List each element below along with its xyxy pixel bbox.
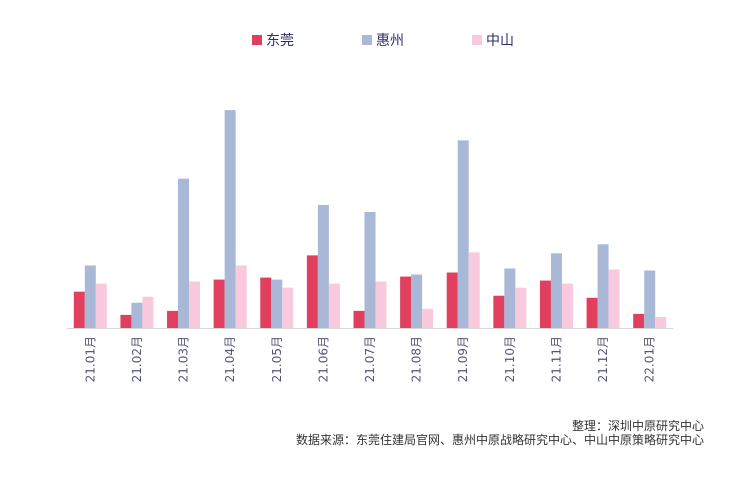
source-text: 数据来源：东莞住建局官网、惠州中原战略研究中心、中山中原策略研究中心 <box>296 432 704 447</box>
bar-series1-1 <box>73 291 85 328</box>
bar-series1-3 <box>167 310 179 328</box>
bar-series3-11 <box>561 283 573 328</box>
legend-swatch-3 <box>472 35 482 45</box>
bar-series3-2 <box>142 296 154 328</box>
bar-series3-5 <box>282 287 294 328</box>
bar-series1-6 <box>306 255 318 328</box>
bar-series3-7 <box>375 281 387 328</box>
bar-series2-5 <box>271 279 283 328</box>
x-tick-label-7: 21.07月 <box>363 336 377 382</box>
x-tick-label-13: 22.01月 <box>643 336 657 382</box>
credit-text: 整理：深圳中原研究中心 <box>572 418 704 433</box>
x-tick-label-9: 21.09月 <box>456 336 470 382</box>
x-tick-label-5: 21.05月 <box>270 336 284 382</box>
bar-series3-12 <box>608 269 620 328</box>
x-tick-labels: 21.01月 21.02月 21.03月 21.04月 21.05月 21.06月 21.0… <box>83 336 656 382</box>
bar-series1-2 <box>120 314 132 328</box>
bar-series2-3 <box>178 178 190 328</box>
bar-series3-1 <box>95 283 107 328</box>
bar-series1-8 <box>400 276 412 328</box>
bar-series3-9 <box>468 252 480 328</box>
bars <box>73 110 667 329</box>
bar-series1-12 <box>586 297 598 328</box>
bar-series3-3 <box>189 281 201 328</box>
legend-label-2: 惠州 <box>376 33 404 49</box>
x-tick-label-3: 21.03月 <box>177 336 191 382</box>
bar-series1-10 <box>493 295 505 328</box>
x-tick-label-1: 21.01月 <box>83 336 97 382</box>
bar-series1-13 <box>633 313 645 328</box>
bar-series1-11 <box>539 280 551 328</box>
bar-series2-4 <box>224 110 236 329</box>
bar-series2-11 <box>550 253 562 328</box>
bar-series2-2 <box>131 302 143 328</box>
x-tick-label-10: 21.10月 <box>503 336 517 382</box>
bar-series3-8 <box>422 308 434 328</box>
legend-label-3: 中山 <box>486 33 514 49</box>
x-tick-label-8: 21.08月 <box>410 336 424 382</box>
bar-series1-7 <box>353 310 365 328</box>
legend-swatch-1 <box>252 35 262 45</box>
bar-series3-13 <box>655 316 667 328</box>
bar-series2-8 <box>411 274 423 328</box>
bar-series2-12 <box>597 244 609 328</box>
legend-swatch-2 <box>362 35 372 45</box>
x-tick-label-12: 21.12月 <box>596 336 610 382</box>
bar-series3-4 <box>235 265 247 328</box>
bar-series2-7 <box>364 212 376 328</box>
x-tick-label-6: 21.06月 <box>316 336 330 382</box>
legend: 东莞 惠州 中山 <box>252 33 514 49</box>
bar-series2-6 <box>317 204 329 328</box>
x-tick-label-11: 21.11月 <box>549 336 563 382</box>
bar-series2-1 <box>84 265 96 328</box>
bar-series1-4 <box>213 279 225 328</box>
bar-series1-5 <box>260 277 272 328</box>
legend-label-1: 东莞 <box>266 33 294 49</box>
x-tick-label-2: 21.02月 <box>130 336 144 382</box>
bar-series2-10 <box>504 268 516 328</box>
bar-series3-6 <box>328 283 340 328</box>
x-tick-label-4: 21.04月 <box>223 336 237 382</box>
bar-series2-13 <box>644 270 656 328</box>
bar-series1-9 <box>446 272 458 328</box>
bar-series3-10 <box>515 287 527 328</box>
bar-series2-9 <box>457 140 469 328</box>
